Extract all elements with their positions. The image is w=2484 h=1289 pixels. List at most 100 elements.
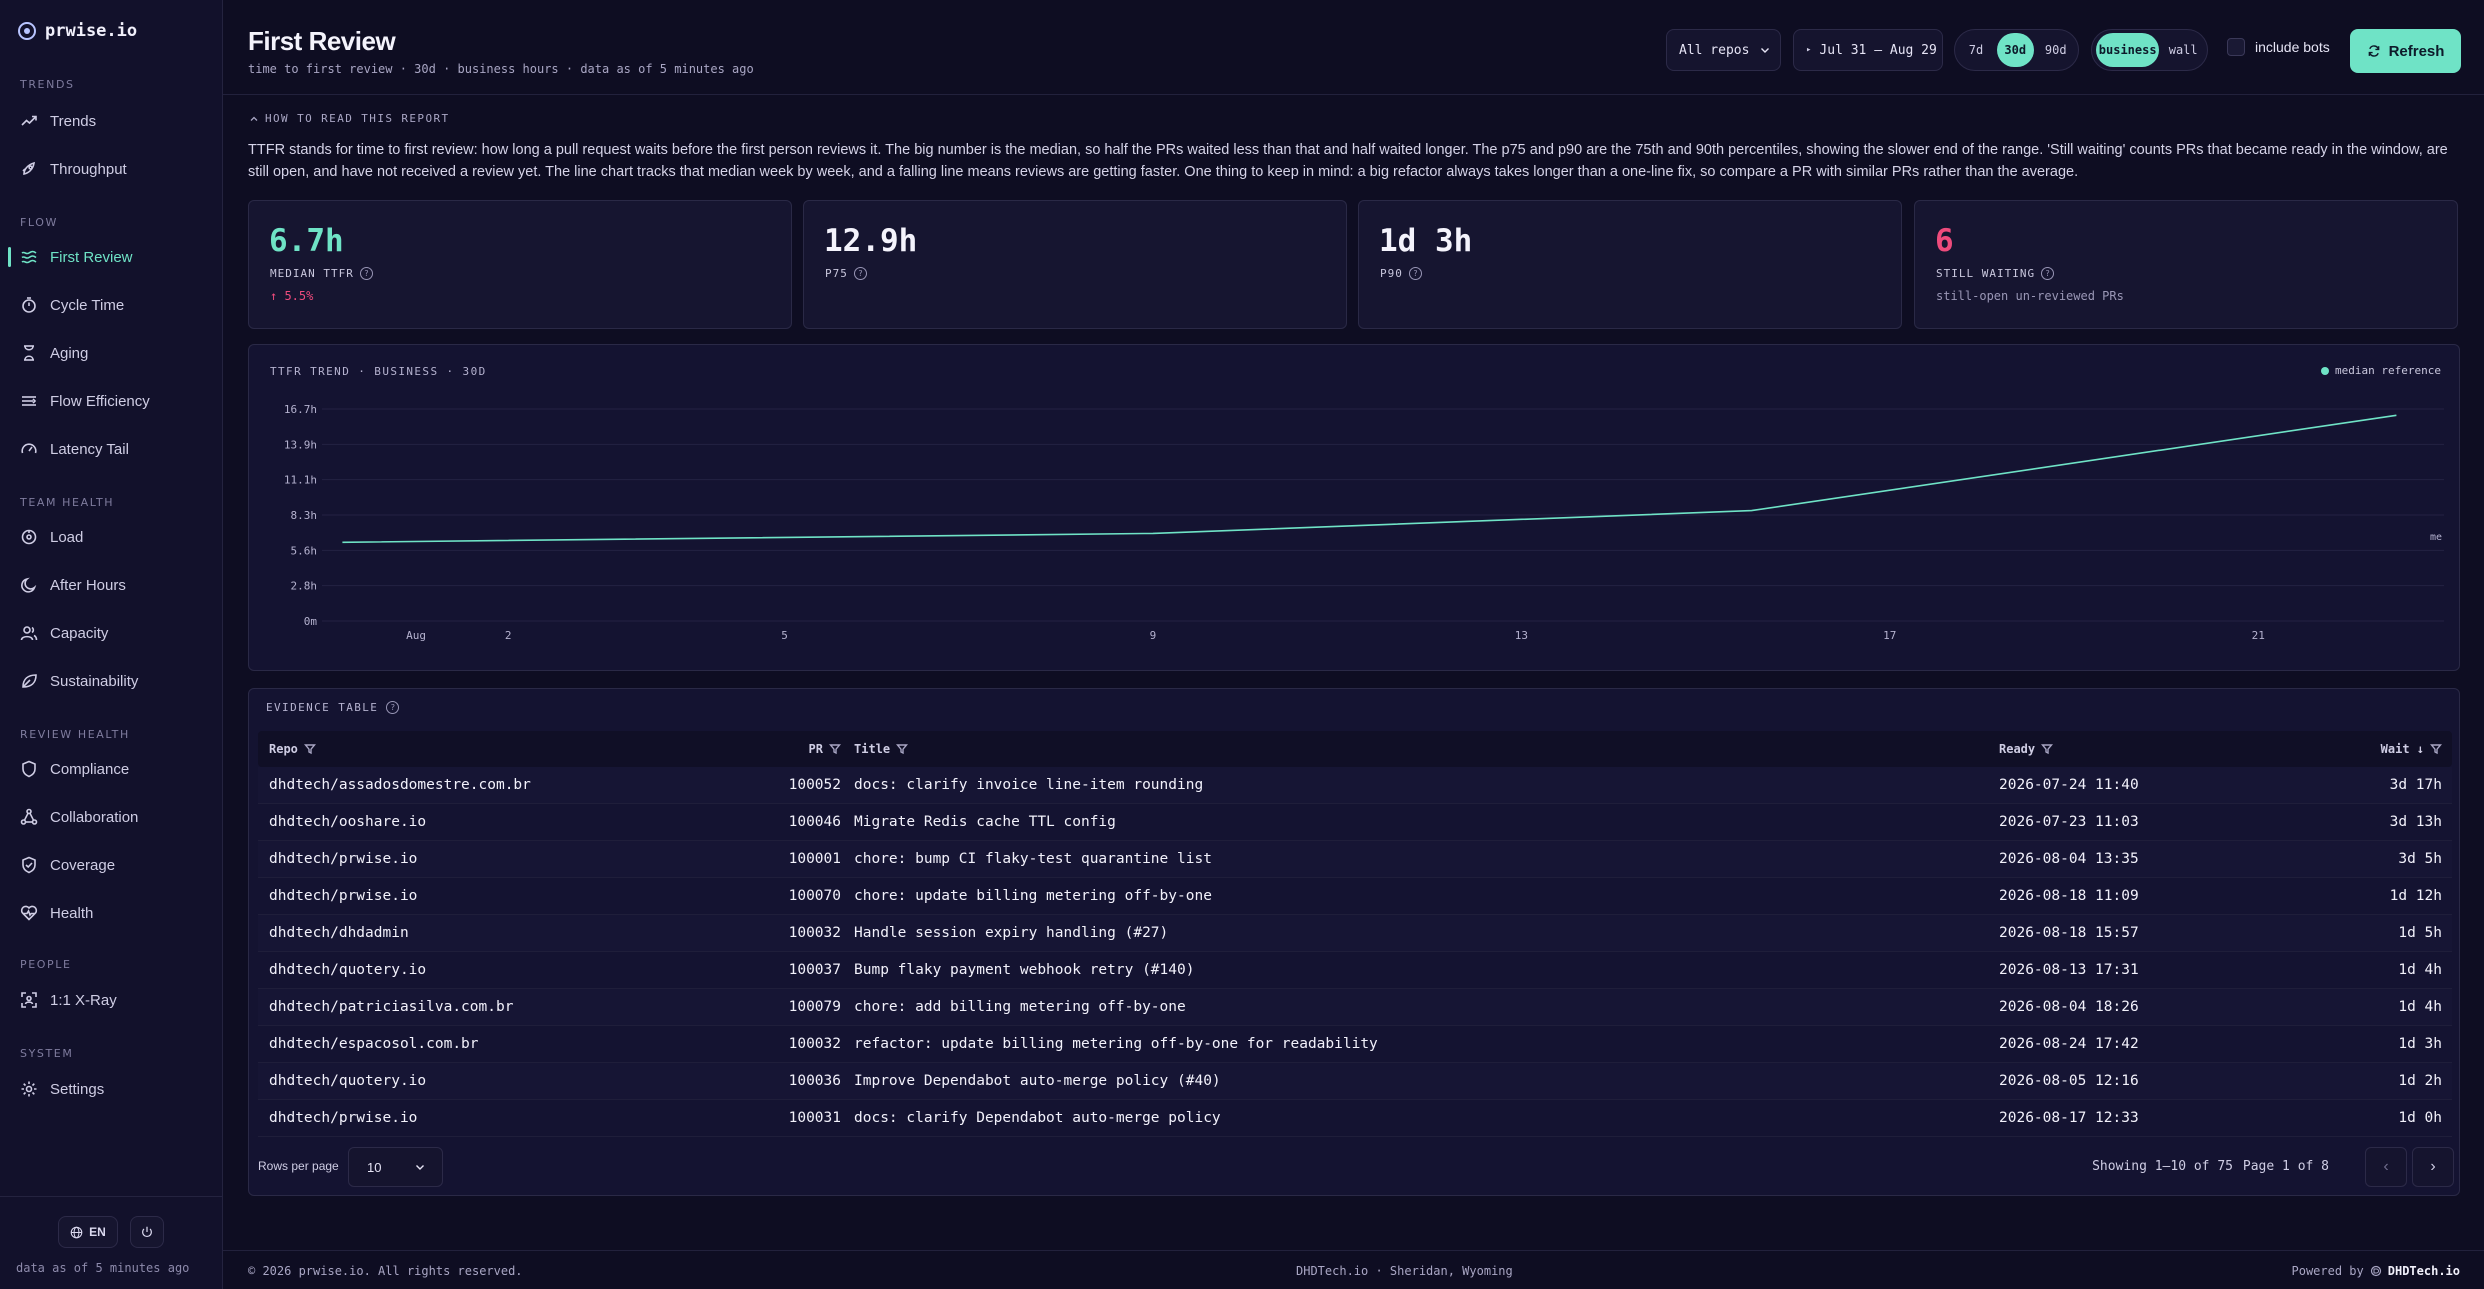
cell-wait: 3d 17h <box>2389 777 2442 793</box>
cell-repo: dhdtech/quotery.io <box>269 962 427 978</box>
rows-per-page-select[interactable]: 10 <box>348 1147 443 1187</box>
sidebar-item-label: Health <box>50 904 94 922</box>
filter-icon[interactable] <box>829 743 841 755</box>
date-range-picker[interactable]: ▸ Jul 31 – Aug 29 <box>1793 29 1943 71</box>
sidebar-item-trends[interactable]: Trends <box>0 101 222 141</box>
sidebar-item-aging[interactable]: Aging <box>0 333 222 373</box>
table-row[interactable]: dhdtech/patriciasilva.com.br 100079 chore:… <box>258 989 2452 1026</box>
cell-title[interactable]: docs: clarify Dependabot auto-merge poli… <box>854 1110 1221 1126</box>
filter-icon[interactable] <box>896 743 909 755</box>
sidebar-item-health[interactable]: Health <box>0 893 222 933</box>
sidebar-item-throughput[interactable]: Throughput <box>0 149 222 189</box>
mode-option-business[interactable]: business <box>2096 33 2160 67</box>
range-toggle: 7d 30d 90d <box>1954 29 2079 71</box>
range-option-7d[interactable]: 7d <box>1968 43 1984 57</box>
cell-title[interactable]: chore: add billing metering off-by-one <box>854 999 1186 1015</box>
trend-chart[interactable]: 0m 2.8h 5.6h 8.3h 11.1h 13.9h 16.7h Aug 2 5 9 13 17 2… <box>249 345 2461 672</box>
info-icon[interactable]: ? <box>853 267 867 280</box>
filter-icon[interactable] <box>2041 743 2054 755</box>
table-row[interactable]: dhdtech/dhdadmin 100032 Handle session exp… <box>258 915 2452 952</box>
filter-icon[interactable] <box>2430 743 2442 755</box>
filter-icon[interactable] <box>303 743 316 755</box>
sidebar-item-settings[interactable]: Settings <box>0 1069 222 1109</box>
table-row[interactable]: dhdtech/espacosol.com.br 100032 refactor: … <box>258 1026 2452 1063</box>
language-button[interactable]: EN <box>58 1216 118 1248</box>
table-row[interactable]: dhdtech/assadosdomestre.com.br 100052 docs… <box>258 767 2452 804</box>
cell-pr[interactable]: 100032 <box>788 925 841 941</box>
cell-pr[interactable]: 100001 <box>788 851 841 867</box>
sidebar-item-1-1-x-ray[interactable]: 1:1 X-Ray <box>0 980 222 1020</box>
cell-title[interactable]: refactor: update billing metering off-by… <box>854 1036 1378 1052</box>
sidebar-item-coverage[interactable]: Coverage <box>0 845 222 885</box>
include-bots-checkbox[interactable] <box>2227 38 2245 56</box>
how-to-read-toggle[interactable]: HOW TO READ THIS REPORT <box>249 112 450 125</box>
next-page-button[interactable]: › <box>2412 1147 2454 1187</box>
sidebar-item-latency-tail[interactable]: Latency Tail <box>0 429 222 469</box>
sidebar-item-first-review[interactable]: First Review <box>0 237 222 277</box>
cell-pr[interactable]: 100079 <box>788 999 841 1015</box>
column-header-repo[interactable]: Repo <box>269 731 316 767</box>
waves-icon <box>20 248 38 266</box>
include-bots-toggle[interactable]: include bots <box>2227 38 2330 56</box>
table-row[interactable]: dhdtech/prwise.io 100031 docs: clarify Dep… <box>258 1100 2452 1137</box>
table-row[interactable]: dhdtech/ooshare.io 100046 Migrate Redis ca… <box>258 804 2452 841</box>
info-icon[interactable]: ? <box>1408 267 1422 280</box>
median-ttfr-line[interactable] <box>342 414 2397 544</box>
cell-title[interactable]: Bump flaky payment webhook retry (#140) <box>854 962 1195 978</box>
power-icon <box>142 1226 152 1238</box>
sidebar-item-cycle-time[interactable]: Cycle Time <box>0 285 222 325</box>
range-option-90d[interactable]: 90d <box>2044 43 2067 57</box>
evidence-title: EVIDENCE TABLE ? <box>266 701 400 714</box>
info-icon[interactable]: ? <box>359 267 373 280</box>
kpi-label-text: P90 <box>1380 267 1403 280</box>
mode-option-wall[interactable]: wall <box>2168 43 2198 57</box>
column-header-pr[interactable]: PR <box>638 731 841 767</box>
previous-page-button[interactable]: ‹ <box>2365 1147 2407 1187</box>
info-icon[interactable]: ? <box>2041 267 2055 280</box>
kpi-label: P75? <box>825 267 867 280</box>
sidebar-item-load[interactable]: Load <box>0 517 222 557</box>
sidebar-item-collaboration[interactable]: Collaboration <box>0 797 222 837</box>
footer-powered-by[interactable]: Powered by DHDTech.io <box>2292 1264 2461 1278</box>
brand-logo[interactable]: prwise.io <box>18 19 137 43</box>
cell-title[interactable]: Migrate Redis cache TTL config <box>854 814 1116 830</box>
sidebar-item-compliance[interactable]: Compliance <box>0 749 222 789</box>
column-header-title[interactable]: Title <box>854 731 909 767</box>
table-row[interactable]: dhdtech/prwise.io 100001 chore: bump CI fl… <box>258 841 2452 878</box>
nav-section-title: TEAM HEALTH <box>20 496 115 509</box>
sidebar-item-label: Aging <box>50 344 89 362</box>
info-icon[interactable]: ? <box>386 701 400 714</box>
repo-select[interactable]: All repos <box>1666 29 1781 71</box>
sidebar-item-after-hours[interactable]: After Hours <box>0 565 222 605</box>
cell-pr[interactable]: 100037 <box>788 962 841 978</box>
cell-pr[interactable]: 100032 <box>788 1036 841 1052</box>
cell-pr[interactable]: 100052 <box>788 777 841 793</box>
cell-title[interactable]: docs: clarify invoice line-item rounding <box>854 777 1204 793</box>
sidebar-item-sustainability[interactable]: Sustainability <box>0 661 222 701</box>
table-row[interactable]: dhdtech/quotery.io 100037 Bump flaky payme… <box>258 952 2452 989</box>
cell-title[interactable]: chore: update billing metering off-by-on… <box>854 888 1212 904</box>
cell-ready: 2026-08-18 11:09 <box>1999 888 2139 904</box>
table-row[interactable]: dhdtech/quotery.io 100036 Improve Dependab… <box>258 1063 2452 1100</box>
include-bots-label: include bots <box>2255 39 2330 55</box>
table-row[interactable]: dhdtech/prwise.io 100070 chore: update bil… <box>258 878 2452 915</box>
sidebar-item-flow-efficiency[interactable]: Flow Efficiency <box>0 381 222 421</box>
cell-pr[interactable]: 100070 <box>788 888 841 904</box>
cell-pr[interactable]: 100036 <box>788 1073 841 1089</box>
range-option-30d[interactable]: 30d <box>1997 33 2034 67</box>
cell-title[interactable]: chore: bump CI flaky-test quarantine lis… <box>854 851 1212 867</box>
cell-title[interactable]: Improve Dependabot auto-merge policy (#4… <box>854 1073 1221 1089</box>
column-header-ready[interactable]: Ready <box>1999 731 2054 767</box>
sidebar-item-label: Sustainability <box>50 672 139 690</box>
kpi-card-median-ttfr: 6.7h MEDIAN TTFR? ↑ 5.5% <box>248 200 792 329</box>
cell-pr[interactable]: 100046 <box>788 814 841 830</box>
cell-wait: 1d 4h <box>2398 999 2442 1015</box>
page-title: First Review <box>248 26 396 56</box>
cell-pr[interactable]: 100031 <box>788 1110 841 1126</box>
logout-button[interactable] <box>130 1216 164 1248</box>
chevron-up-icon <box>250 116 258 121</box>
refresh-button[interactable]: Refresh <box>2350 29 2461 73</box>
sidebar-item-capacity[interactable]: Capacity <box>0 613 222 653</box>
cell-title[interactable]: Handle session expiry handling (#27) <box>854 925 1169 941</box>
column-header-wait[interactable]: Wait ↓ <box>2381 731 2442 767</box>
